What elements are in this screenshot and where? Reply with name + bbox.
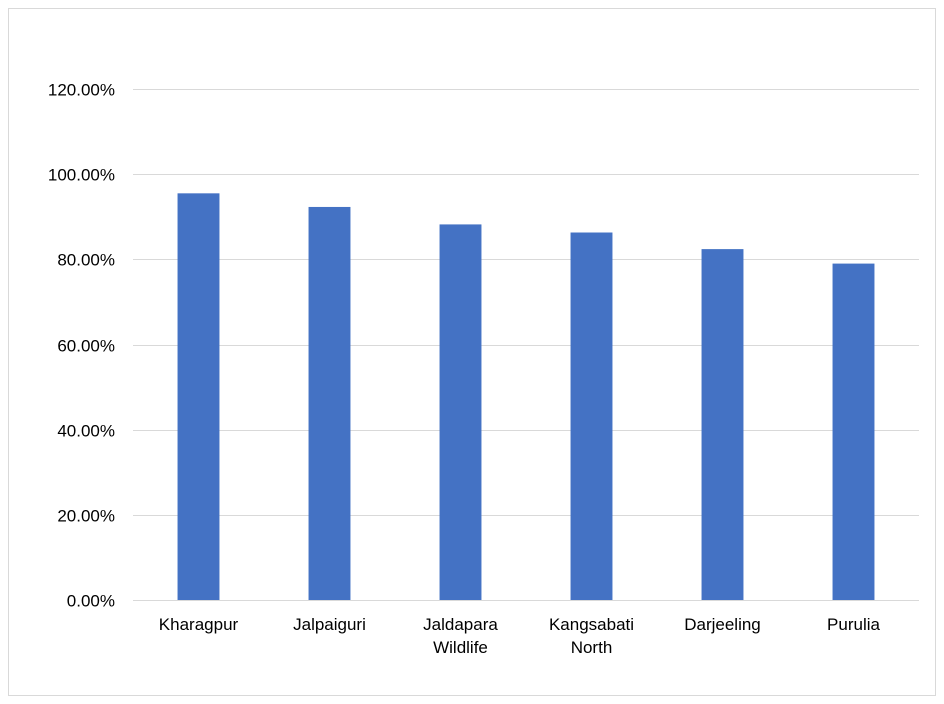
x-tick-label-line: Kharagpur: [159, 615, 239, 634]
x-tick-label: Jaldapara Wildlife: [423, 615, 498, 657]
gridlines: [133, 89, 919, 601]
x-axis-tick-labels: Kharagpur Jalpaiguri Jaldapara Wildlife Kang…: [159, 615, 881, 657]
x-tick-label-line: North: [571, 638, 613, 657]
y-tick-label: 60.00%: [57, 337, 115, 356]
x-tick-label: Kharagpur: [159, 615, 239, 634]
y-tick-label: 20.00%: [57, 507, 115, 526]
y-tick-label: 40.00%: [57, 422, 115, 441]
x-tick-label: Purulia: [827, 615, 880, 634]
bar: [439, 224, 482, 601]
x-tick-label: Darjeeling: [684, 615, 761, 634]
x-tick-label-line: Jaldapara: [423, 615, 498, 634]
x-tick-label-line: Wildlife: [433, 638, 488, 657]
x-tick-label: Kangsabati North: [549, 615, 634, 657]
y-tick-label: 80.00%: [57, 251, 115, 270]
bar: [308, 206, 351, 601]
bar: [832, 263, 875, 600]
y-tick-label: 0.00%: [67, 592, 115, 611]
y-axis-tick-labels: 0.00% 20.00% 40.00% 60.00% 80.00% 100.00% 120.…: [48, 81, 115, 611]
y-tick-label: 120.00%: [48, 81, 115, 100]
x-tick-label-line: Kangsabati: [549, 615, 634, 634]
bars: [177, 193, 875, 601]
x-tick-label: Jalpaiguri: [293, 615, 366, 634]
bar-chart: 0.00% 20.00% 40.00% 60.00% 80.00% 100.00% 120.…: [48, 81, 919, 657]
chart-frame: 0.00% 20.00% 40.00% 60.00% 80.00% 100.00% 120.…: [8, 8, 936, 696]
y-tick-label: 100.00%: [48, 166, 115, 185]
x-tick-label-line: Darjeeling: [684, 615, 761, 634]
x-tick-label-line: Purulia: [827, 615, 880, 634]
bar: [570, 232, 613, 600]
bar: [701, 249, 744, 600]
bar: [177, 193, 220, 600]
x-tick-label-line: Jalpaiguri: [293, 615, 366, 634]
